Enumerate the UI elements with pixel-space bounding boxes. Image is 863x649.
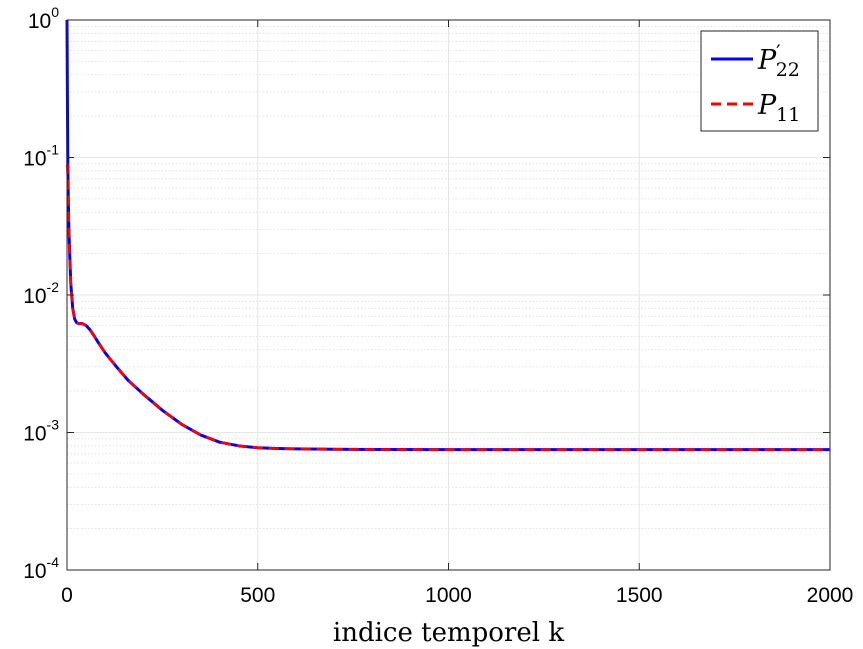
y-tick-label: 10-4: [23, 554, 59, 583]
legend: P′ 22 P11: [700, 30, 819, 132]
x-tick-label: 500: [240, 584, 275, 607]
y-tick-label: 10-3: [23, 417, 59, 446]
x-tick-label: 1000: [425, 584, 472, 607]
x-tick-label: 1500: [616, 584, 663, 607]
series-line-1: [66, 163, 830, 451]
ticks: 0 500 1000 1500 2000 10-4 10-3 10-2 10-1 100: [23, 4, 853, 607]
y-tick-label: 10-1: [23, 142, 59, 171]
legend-label: P′ 22: [757, 40, 800, 81]
x-axis-label: indice temporel k: [333, 618, 564, 648]
x-tick-label: 0: [61, 584, 73, 607]
x-tick-label: 2000: [807, 584, 854, 607]
legend-box: [700, 30, 819, 132]
y-tick-label: 100: [28, 4, 59, 33]
legend-label: P11: [757, 90, 800, 126]
y-tick-label: 10-2: [23, 279, 59, 308]
series-layer: [65, 19, 830, 452]
